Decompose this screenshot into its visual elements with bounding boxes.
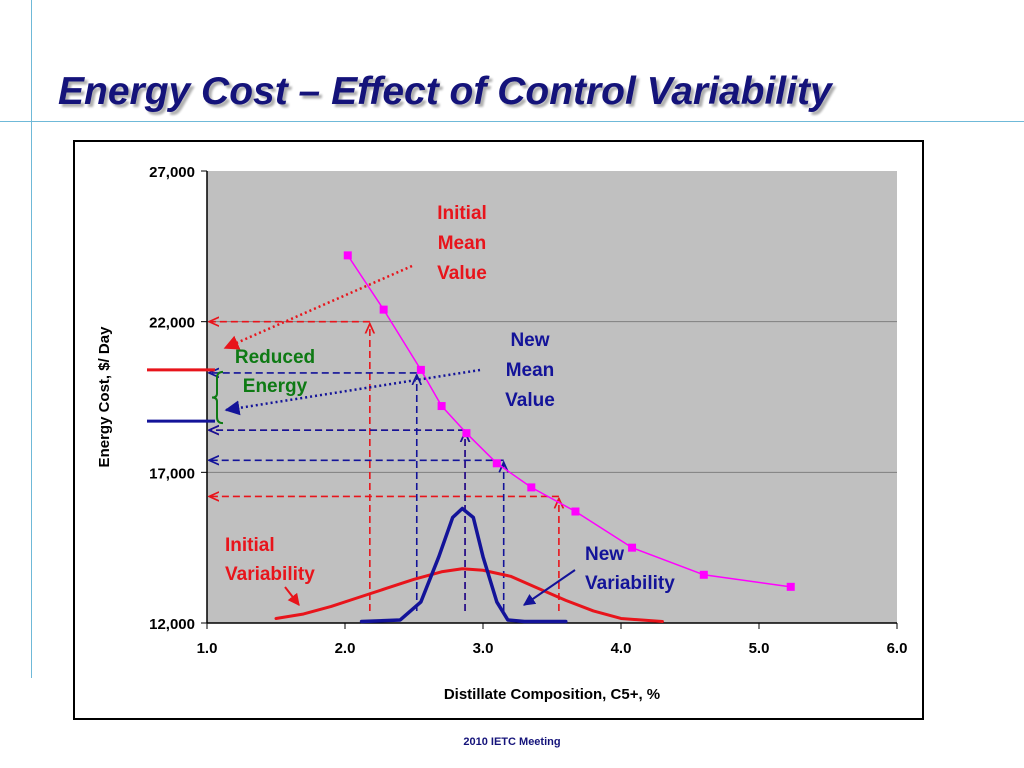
initial-variability-pointer <box>284 586 300 606</box>
energy-cost-point <box>462 429 471 438</box>
guide-lines <box>209 322 559 611</box>
chart-frame: 12,000 17,000 22,000 27,000 1.0 2.0 3.0 4.0 5.0 6… <box>73 140 924 720</box>
slide-title: Energy Cost – Effect of Control Variabil… <box>58 70 832 113</box>
energy-cost-point <box>379 305 388 314</box>
x-axis-label: Distillate Composition, C5+, % <box>444 686 660 703</box>
initial-mean-label-line: Initial <box>437 203 487 224</box>
initial-mean-label-line: Value <box>437 263 487 284</box>
y-tick-label: 12,000 <box>149 616 195 633</box>
x-tick-label: 6.0 <box>887 640 908 657</box>
new-variability-label-line: Variability <box>585 573 675 594</box>
initial-variability-curve <box>274 567 664 623</box>
decorative-vertical-line <box>31 0 32 678</box>
initial-variability-label-line: Variability <box>225 564 315 585</box>
reduced-energy-label-line: Reduced <box>235 347 315 368</box>
new-variability-pointer <box>523 569 576 606</box>
new-mean-label: New Mean Value <box>505 330 555 411</box>
energy-cost-point <box>571 507 580 516</box>
x-tick-label: 4.0 <box>611 640 632 657</box>
series <box>274 251 795 624</box>
new-mean-label-line: Mean <box>506 360 555 381</box>
y-axis-label: Energy Cost, $/ Day <box>96 326 113 468</box>
initial-mean-label: Initial Mean Value <box>437 203 487 284</box>
x-tick-label: 3.0 <box>473 640 494 657</box>
chart: 12,000 17,000 22,000 27,000 1.0 2.0 3.0 4.0 5.0 6… <box>96 164 907 703</box>
energy-cost-point <box>786 582 795 591</box>
decorative-horizontal-line <box>0 121 1024 122</box>
y-tick-label: 22,000 <box>149 315 195 332</box>
new-variability-curve <box>359 506 568 624</box>
energy-cost-point <box>437 402 446 411</box>
energy-cost-point <box>492 459 501 468</box>
x-tick-label: 2.0 <box>335 640 356 657</box>
axes: 12,000 17,000 22,000 27,000 1.0 2.0 3.0 4.0 5.0 6… <box>149 164 907 657</box>
annotations: Initial Mean Value New Mean Value Reduced Energ… <box>147 203 675 606</box>
energy-cost-point <box>527 483 536 492</box>
y-tick-label: 17,000 <box>149 465 195 482</box>
reduced-energy-label-line: Energy <box>243 376 308 397</box>
new-mean-label-line: New <box>510 330 549 351</box>
energy-cost-point <box>343 251 352 260</box>
energy-cost-point <box>699 570 708 579</box>
initial-variability-label-line: Initial <box>225 535 275 556</box>
footer: 2010 IETC Meeting <box>463 736 561 748</box>
energy-cost-point <box>416 365 425 374</box>
y-tick-label: 27,000 <box>149 164 195 181</box>
x-tick-label: 5.0 <box>749 640 770 657</box>
new-mean-label-line: Value <box>505 390 555 411</box>
new-variability-label: New Variability <box>585 544 675 594</box>
plot-area <box>207 171 897 623</box>
initial-variability-label: Initial Variability <box>225 535 315 585</box>
x-tick-label: 1.0 <box>197 640 218 657</box>
new-variability-label-line: New <box>585 544 624 565</box>
energy-cost-point <box>628 543 637 552</box>
reduced-energy-label: Reduced Energy <box>235 347 315 397</box>
initial-mean-label-line: Mean <box>438 233 487 254</box>
initial-mean-leader <box>223 264 413 350</box>
reduced-energy-brace <box>211 370 224 425</box>
